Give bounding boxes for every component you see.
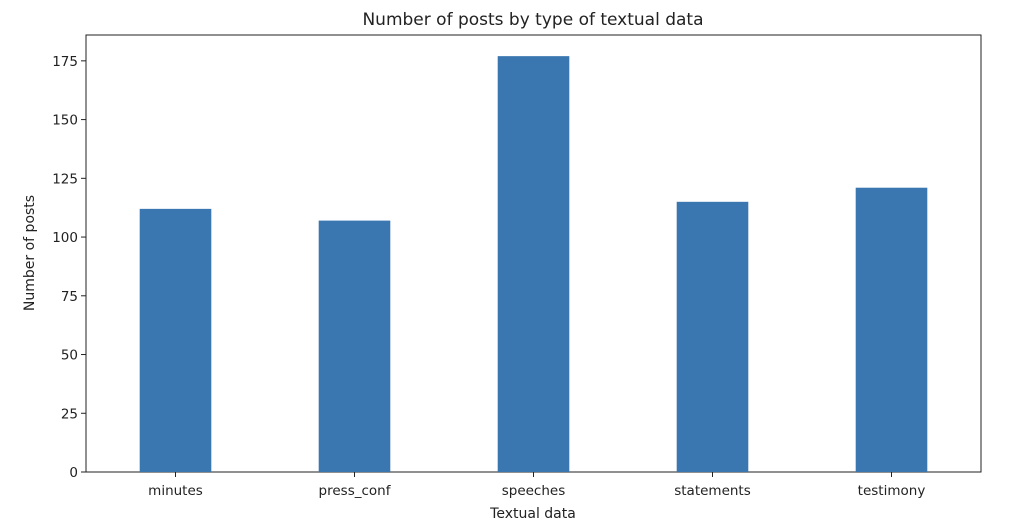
x-axis-ticks: minutes press_conf speeches statements testi… xyxy=(148,472,925,499)
x-tick-label-statements: statements xyxy=(674,483,751,499)
plot-area: 0 25 50 75 100 125 150 175 minutes press_conf spe… xyxy=(52,34,982,499)
x-axis-label: Textual data xyxy=(489,506,576,522)
y-tick-label-100: 100 xyxy=(52,230,78,246)
y-tick-label-50: 50 xyxy=(61,348,78,364)
bars-group xyxy=(139,56,928,472)
bar-statements xyxy=(676,201,749,472)
bar-speeches xyxy=(497,56,570,472)
chart-title: Number of posts by type of textual data xyxy=(362,10,703,30)
x-tick-label-press-conf: press_conf xyxy=(319,483,392,499)
y-axis-ticks: 0 25 50 75 100 125 150 175 xyxy=(52,54,86,481)
bar-minutes xyxy=(139,208,212,472)
bar-press-conf xyxy=(318,220,391,472)
bar-testimony xyxy=(855,187,928,472)
y-axis-label: Number of posts xyxy=(22,195,38,311)
y-tick-label-150: 150 xyxy=(52,113,78,129)
y-tick-label-125: 125 xyxy=(52,171,78,187)
y-tick-label-175: 175 xyxy=(52,54,78,70)
y-tick-label-75: 75 xyxy=(61,289,78,305)
x-tick-label-minutes: minutes xyxy=(148,483,203,499)
y-tick-label-25: 25 xyxy=(61,406,78,422)
x-tick-label-speeches: speeches xyxy=(502,483,566,499)
y-tick-label-0: 0 xyxy=(69,465,78,481)
x-tick-label-testimony: testimony xyxy=(858,483,926,499)
